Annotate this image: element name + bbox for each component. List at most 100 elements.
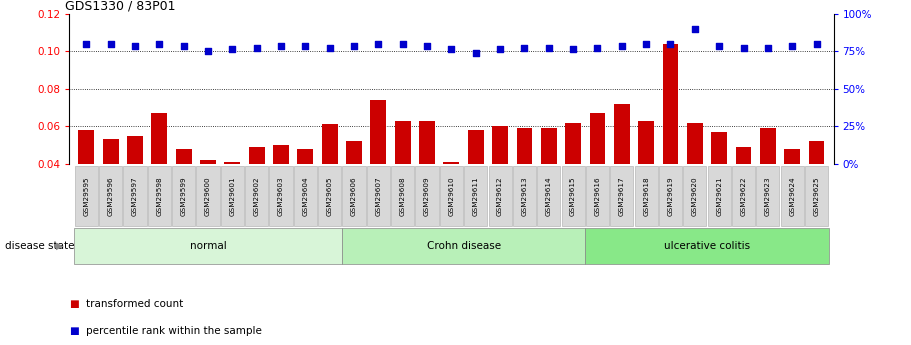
Text: GDS1330 / 83P01: GDS1330 / 83P01 (66, 0, 176, 13)
Bar (342, 228, 585, 264)
Bar (200, 160, 216, 239)
Text: GSM29604: GSM29604 (302, 176, 308, 216)
Bar (123, 166, 147, 226)
Bar (585, 228, 829, 264)
Bar (659, 166, 682, 226)
Text: GSM29617: GSM29617 (619, 176, 625, 216)
Point (371, 41, 385, 47)
Text: GSM29602: GSM29602 (253, 176, 260, 216)
Text: GSM29607: GSM29607 (375, 176, 382, 216)
Bar (492, 126, 508, 239)
Bar (74, 228, 342, 264)
Point (615, 43, 630, 48)
Bar (784, 149, 800, 239)
Point (347, 43, 362, 48)
Bar (756, 166, 780, 226)
Bar (805, 166, 828, 226)
Point (468, 50, 483, 56)
Point (517, 45, 532, 50)
Point (493, 47, 507, 52)
Text: ulcerative colitis: ulcerative colitis (664, 241, 750, 251)
Bar (561, 166, 585, 226)
Bar (809, 141, 824, 239)
Text: GSM29623: GSM29623 (765, 176, 771, 216)
Point (785, 43, 800, 48)
Text: GSM29612: GSM29612 (497, 176, 503, 216)
Text: GSM29621: GSM29621 (716, 176, 722, 216)
Bar (639, 121, 654, 239)
Text: GSM29609: GSM29609 (424, 176, 430, 216)
Point (177, 43, 191, 48)
Bar (224, 162, 241, 239)
Bar (610, 166, 633, 226)
Bar (760, 128, 776, 239)
Bar (245, 166, 268, 226)
Point (761, 45, 775, 50)
Text: GSM29624: GSM29624 (789, 176, 795, 216)
Bar (273, 145, 289, 239)
Point (639, 41, 653, 47)
Text: transformed count: transformed count (86, 299, 183, 308)
Text: normal: normal (189, 241, 226, 251)
Bar (465, 166, 487, 226)
Bar (440, 166, 463, 226)
Point (225, 47, 240, 52)
Bar (732, 166, 755, 226)
Text: ■: ■ (69, 299, 79, 308)
Text: GSM29618: GSM29618 (643, 176, 650, 216)
Text: GSM29600: GSM29600 (205, 176, 211, 216)
Text: GSM29614: GSM29614 (546, 176, 552, 216)
Bar (297, 149, 313, 239)
Bar (322, 125, 338, 239)
Text: GSM29616: GSM29616 (595, 176, 600, 216)
Text: GSM29606: GSM29606 (351, 176, 357, 216)
Text: GSM29625: GSM29625 (814, 176, 820, 216)
Bar (687, 122, 702, 239)
Point (809, 41, 824, 47)
Point (322, 45, 337, 50)
Bar (589, 113, 606, 239)
Text: GSM29595: GSM29595 (83, 176, 89, 216)
Bar (781, 166, 804, 226)
Text: GSM29605: GSM29605 (327, 176, 333, 216)
Text: percentile rank within the sample: percentile rank within the sample (86, 326, 261, 336)
Text: GSM29603: GSM29603 (278, 176, 284, 216)
Point (420, 43, 435, 48)
Point (663, 41, 678, 47)
Bar (444, 162, 459, 239)
Text: GSM29620: GSM29620 (691, 176, 698, 216)
Text: ▶: ▶ (56, 241, 64, 251)
Bar (586, 166, 609, 226)
Bar (371, 100, 386, 239)
Bar (419, 121, 435, 239)
Point (590, 45, 605, 50)
Text: GSM29596: GSM29596 (107, 176, 114, 216)
Point (128, 43, 142, 48)
Text: GSM29597: GSM29597 (132, 176, 138, 216)
Bar (468, 130, 484, 239)
Bar (293, 166, 317, 226)
Text: GSM29622: GSM29622 (741, 176, 746, 216)
Point (711, 43, 726, 48)
Bar (517, 128, 532, 239)
Bar (683, 166, 706, 226)
Point (79, 41, 94, 47)
Text: GSM29599: GSM29599 (180, 176, 187, 216)
Bar (635, 166, 658, 226)
Bar (614, 104, 630, 239)
Text: GSM29598: GSM29598 (157, 176, 162, 216)
Bar (172, 166, 195, 226)
Text: GSM29619: GSM29619 (668, 176, 673, 216)
Bar (127, 136, 143, 239)
Bar (367, 166, 390, 226)
Text: GSM29615: GSM29615 (570, 176, 576, 216)
Point (200, 49, 215, 54)
Text: GSM29608: GSM29608 (400, 176, 405, 216)
Bar (75, 166, 97, 226)
Bar (220, 166, 244, 226)
Bar (537, 166, 560, 226)
Bar (78, 130, 94, 239)
Point (103, 41, 118, 47)
Bar (343, 166, 365, 226)
Point (250, 45, 264, 50)
